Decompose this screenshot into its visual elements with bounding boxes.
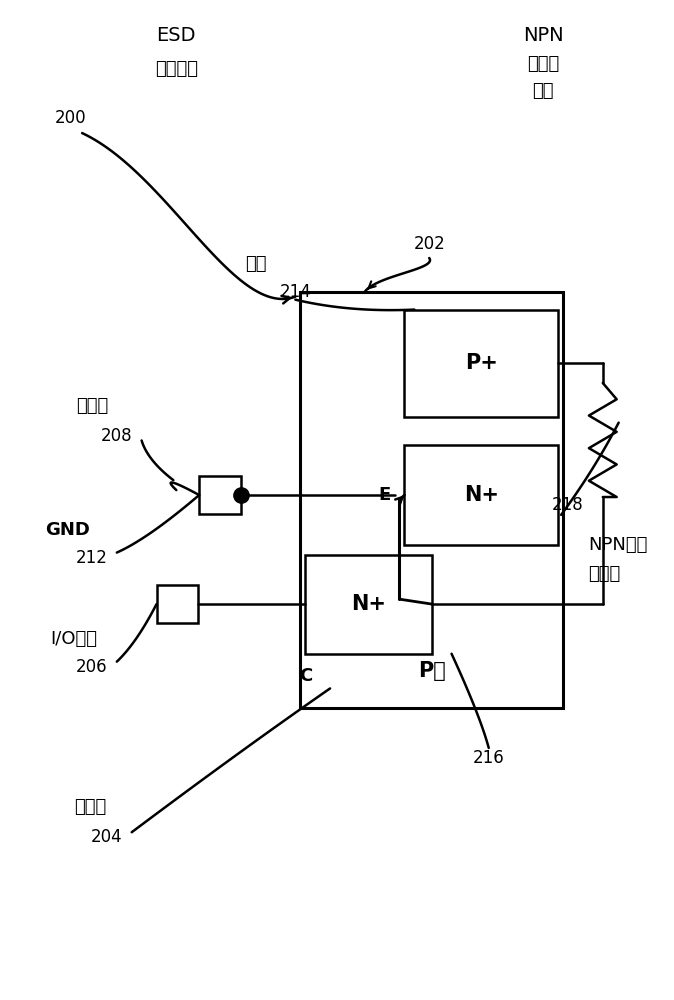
Bar: [404, 310, 558, 417]
Text: 208: 208: [101, 427, 133, 445]
Text: P+: P+: [465, 353, 497, 373]
Bar: [156, 585, 198, 623]
Text: ESD: ESD: [156, 26, 196, 45]
Bar: [301, 292, 563, 708]
Text: 钒位装置: 钒位装置: [155, 60, 198, 78]
Text: 基极: 基极: [245, 255, 266, 273]
Text: 206: 206: [76, 658, 108, 676]
Text: 214: 214: [280, 283, 311, 301]
Text: 半导体: 半导体: [527, 55, 559, 73]
Text: I/O焉块: I/O焉块: [51, 630, 98, 648]
Text: NPN: NPN: [523, 26, 563, 45]
Text: 发射极: 发射极: [76, 397, 108, 415]
Text: 集电极: 集电极: [74, 798, 106, 816]
Text: N+: N+: [351, 594, 386, 614]
Text: 216: 216: [473, 749, 505, 767]
Text: P阱: P阱: [418, 661, 446, 681]
Text: 器件: 器件: [532, 82, 554, 100]
Text: 212: 212: [76, 549, 108, 567]
Bar: [404, 445, 558, 545]
Text: 晶体管: 晶体管: [588, 565, 620, 583]
Text: C: C: [299, 667, 312, 685]
Text: GND: GND: [44, 521, 90, 539]
Bar: [305, 555, 432, 654]
Text: 200: 200: [55, 109, 86, 127]
Text: N+: N+: [464, 485, 499, 505]
Text: 218: 218: [552, 496, 584, 514]
Bar: [199, 476, 241, 514]
Text: 202: 202: [413, 235, 445, 253]
Text: E: E: [379, 486, 391, 504]
Text: NPN双极: NPN双极: [588, 536, 647, 554]
Text: 204: 204: [91, 828, 123, 846]
